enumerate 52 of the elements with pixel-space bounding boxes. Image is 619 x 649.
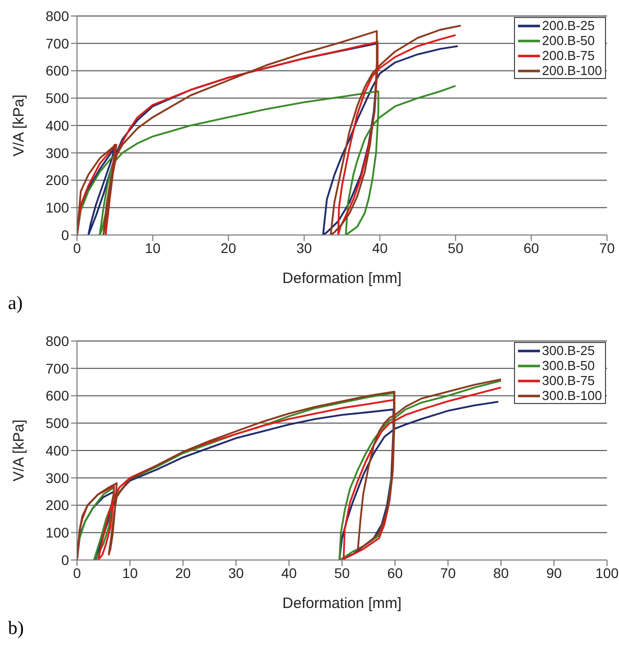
legend-label: 300.B-25 [542,343,595,358]
text: a) [8,293,24,315]
x-tick-label: 40 [372,240,388,256]
legend-label: 200.B-75 [542,48,595,63]
legend-label: 200.B-50 [542,33,595,48]
x-tick-label: 90 [546,564,562,581]
text: b) [8,618,25,640]
x-tick-label: 20 [175,564,191,581]
y-tick-label: 100 [46,200,70,216]
x-tick-label: 0 [73,240,82,256]
y-tick-label: 600 [46,388,70,404]
x-tick-label: 10 [144,240,161,256]
x-tick-label: 60 [523,240,540,256]
x-axis-title: Deformation [mm] [282,595,402,612]
y-tick-label: 700 [46,360,70,376]
x-tick-label: 40 [281,564,297,581]
y-tick-label: 200 [46,497,70,514]
y-axis-title: V/A [kPa] [10,420,28,482]
x-tick-label: 50 [334,564,350,581]
y-tick-label: 500 [46,415,70,432]
x-tick-label: 30 [296,240,312,256]
y-tick-label: 0 [61,552,70,568]
legend-label: 300.B-75 [542,373,595,388]
legend-label: 200.B-100 [542,63,602,78]
x-tick-label: 70 [440,564,456,581]
x-tick-label: 80 [493,564,509,581]
x-tick-label: 70 [599,240,615,256]
x-tick-label: 50 [448,240,464,256]
x-tick-label: 20 [220,240,236,256]
y-tick-label: 600 [46,62,70,79]
y-tick-label: 100 [46,524,70,541]
legend-label: 200.B-25 [542,18,595,33]
x-axis-title: Deformation [mm] [282,270,402,287]
y-tick-label: 500 [46,90,70,106]
y-tick-label: 200 [46,172,70,188]
x-tick-label: 10 [122,564,138,581]
y-tick-label: 400 [46,442,70,458]
y-tick-label: 800 [46,8,70,24]
y-tick-label: 800 [46,332,70,349]
legend-label: 300.B-100 [542,388,602,403]
x-tick-label: 60 [387,564,403,581]
y-tick-label: 400 [46,117,70,134]
x-tick-label: 30 [228,564,244,581]
line-series [77,84,456,235]
y-tick-label: 300 [46,144,70,161]
y-tick-label: 0 [61,226,70,243]
x-tick-label: 0 [73,564,82,581]
y-axis-title: V/A [kPa] [10,94,28,156]
x-tick-label: 100 [595,564,619,581]
y-tick-label: 700 [46,35,70,52]
legend-label: 300.B-50 [542,358,595,373]
y-tick-label: 300 [46,470,70,486]
